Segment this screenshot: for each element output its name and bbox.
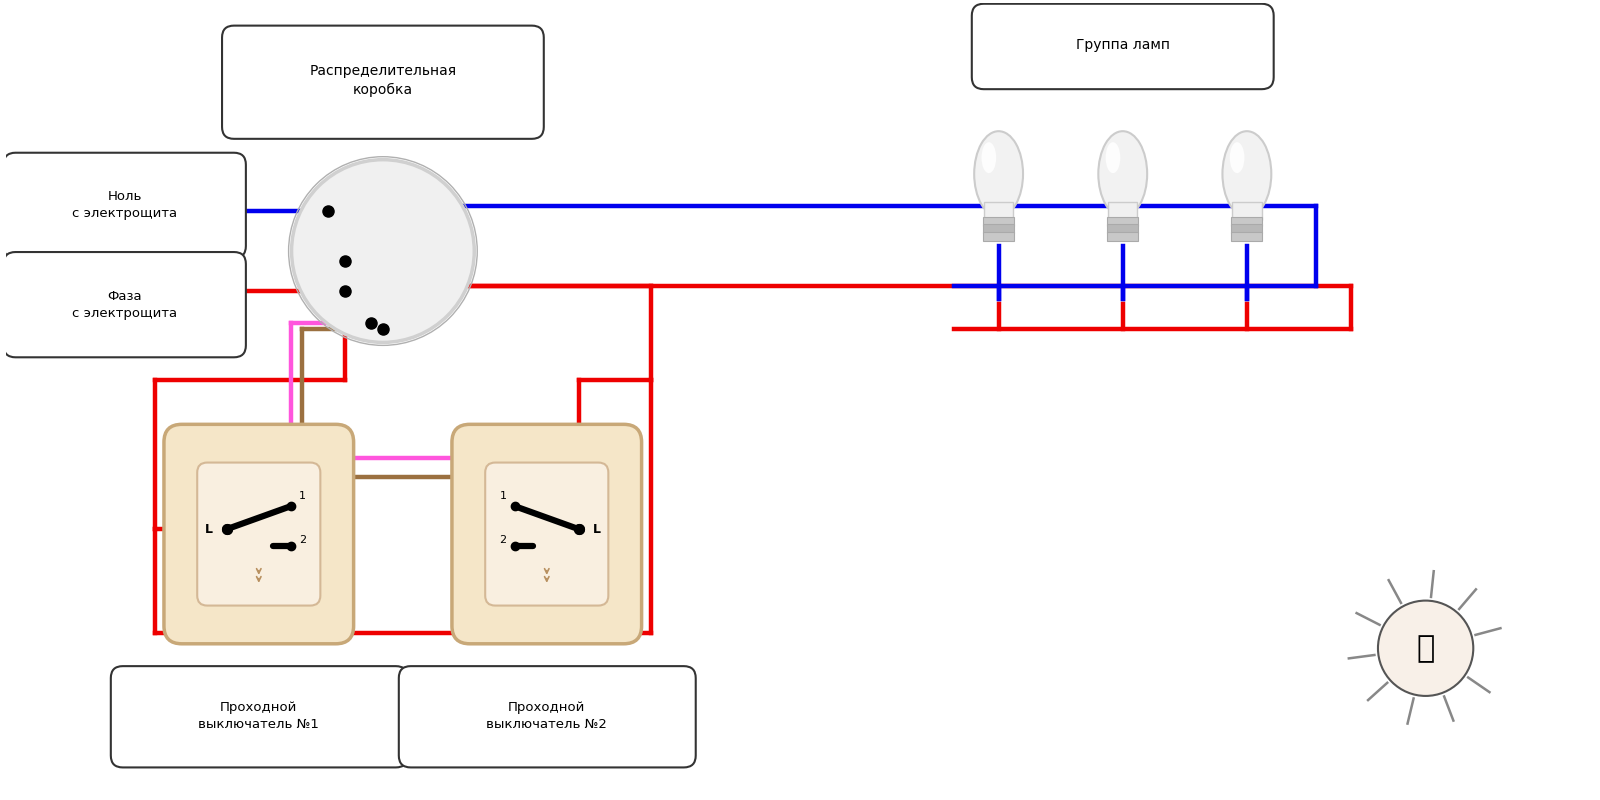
Text: 2: 2	[299, 535, 306, 545]
FancyBboxPatch shape	[110, 666, 408, 767]
FancyBboxPatch shape	[1232, 232, 1262, 241]
Text: L: L	[205, 522, 213, 535]
FancyBboxPatch shape	[971, 4, 1274, 89]
Ellipse shape	[1106, 142, 1120, 173]
Ellipse shape	[974, 131, 1022, 217]
Text: Проходной
выключатель №1: Проходной выключатель №1	[198, 701, 320, 730]
Text: 2: 2	[499, 535, 507, 545]
Text: Фаза
с электрощита: Фаза с электрощита	[72, 290, 178, 320]
FancyBboxPatch shape	[197, 462, 320, 606]
FancyBboxPatch shape	[3, 153, 246, 258]
FancyBboxPatch shape	[982, 217, 1014, 226]
Ellipse shape	[1230, 142, 1245, 173]
FancyBboxPatch shape	[1107, 225, 1138, 234]
Text: Группа ламп: Группа ламп	[1075, 38, 1170, 53]
FancyBboxPatch shape	[1232, 202, 1261, 220]
FancyBboxPatch shape	[3, 252, 246, 358]
FancyBboxPatch shape	[1107, 217, 1138, 226]
Circle shape	[1378, 601, 1474, 696]
FancyBboxPatch shape	[982, 225, 1014, 234]
Text: 🤞: 🤞	[1416, 634, 1435, 662]
FancyBboxPatch shape	[984, 202, 1013, 220]
Ellipse shape	[1098, 131, 1147, 217]
FancyBboxPatch shape	[222, 26, 544, 139]
FancyBboxPatch shape	[1232, 217, 1262, 226]
Circle shape	[291, 160, 474, 342]
FancyBboxPatch shape	[398, 666, 696, 767]
Text: 1: 1	[499, 491, 507, 502]
FancyBboxPatch shape	[485, 462, 608, 606]
Ellipse shape	[1222, 131, 1272, 217]
Text: Ноль
с электрощита: Ноль с электрощита	[72, 190, 178, 220]
FancyBboxPatch shape	[982, 232, 1014, 241]
Text: Распределительная
коробка: Распределительная коробка	[309, 64, 456, 97]
FancyBboxPatch shape	[1232, 225, 1262, 234]
Text: Проходной
выключатель №2: Проходной выключатель №2	[486, 701, 608, 730]
FancyBboxPatch shape	[163, 424, 354, 644]
FancyBboxPatch shape	[451, 424, 642, 644]
Text: 1: 1	[299, 491, 306, 502]
FancyBboxPatch shape	[1107, 232, 1138, 241]
Ellipse shape	[981, 142, 997, 173]
Text: L: L	[592, 522, 600, 535]
FancyBboxPatch shape	[1109, 202, 1138, 220]
